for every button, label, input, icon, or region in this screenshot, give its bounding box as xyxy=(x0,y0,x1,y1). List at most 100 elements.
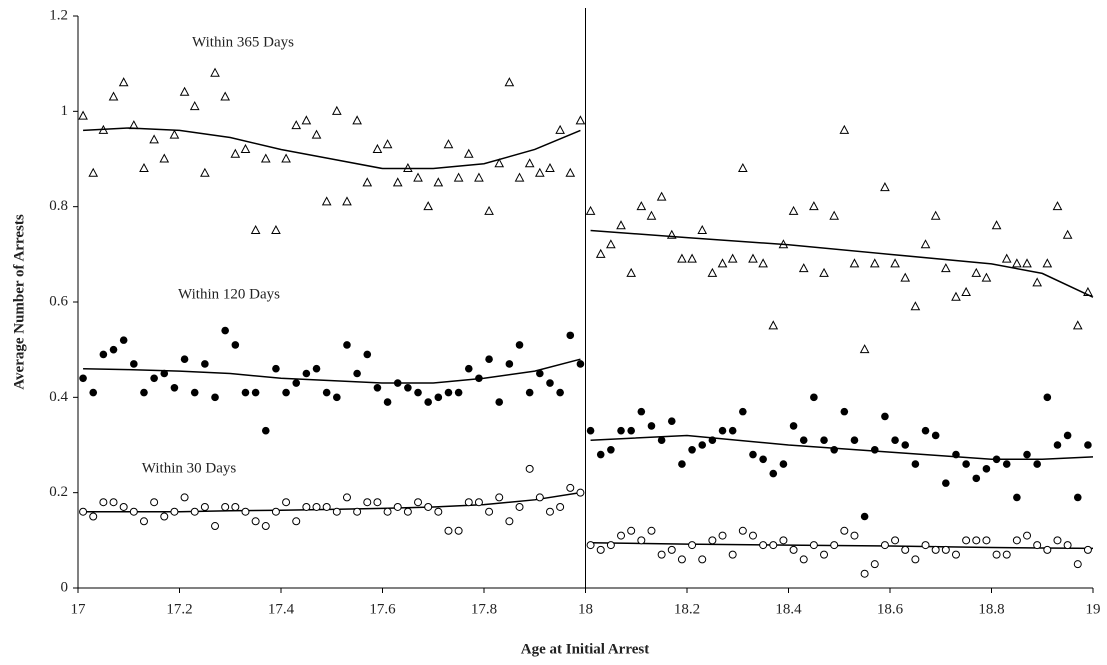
open-point xyxy=(982,536,991,545)
triangle-point xyxy=(1072,320,1083,330)
open-point xyxy=(1023,531,1032,540)
open-point xyxy=(241,507,250,516)
filled-point xyxy=(424,398,432,406)
trend-line xyxy=(83,127,1094,298)
triangle-point xyxy=(636,201,647,211)
filled-point xyxy=(901,441,910,449)
open-point xyxy=(119,502,128,511)
filled-point xyxy=(850,436,859,445)
filled-point xyxy=(241,388,250,397)
filled-point xyxy=(810,393,818,402)
filled-point xyxy=(617,426,625,435)
triangle-point xyxy=(1012,258,1022,268)
triangle-point xyxy=(677,253,687,263)
triangle-point xyxy=(463,148,474,158)
filled-point xyxy=(383,398,392,406)
triangle-point xyxy=(169,129,180,139)
filled-point xyxy=(789,422,798,430)
open-point xyxy=(424,502,433,511)
triangle-point xyxy=(413,172,423,182)
triangle-point xyxy=(1052,201,1063,211)
triangle-point xyxy=(545,162,555,173)
triangle-point xyxy=(697,224,708,234)
open-point xyxy=(231,502,240,511)
filled-point xyxy=(130,360,138,368)
y-tick-label: 0.4 xyxy=(49,389,68,405)
triangle-point xyxy=(555,124,565,134)
filled-point xyxy=(333,393,341,402)
x-axis-title: Age at Initial Arrest xyxy=(521,641,649,657)
filled-point xyxy=(596,450,605,459)
triangle-point xyxy=(666,229,677,239)
open-point xyxy=(160,512,169,521)
open-point xyxy=(342,493,351,502)
filled-point xyxy=(434,393,443,402)
open-point xyxy=(261,522,270,531)
triangle-point xyxy=(331,105,342,115)
open-point xyxy=(403,507,412,516)
filled-point xyxy=(363,350,372,359)
triangle-point xyxy=(494,158,505,168)
filled-point xyxy=(140,388,148,397)
open-point xyxy=(1083,545,1092,554)
filled-point xyxy=(962,460,970,468)
filled-point xyxy=(525,388,534,397)
filled-point xyxy=(444,388,453,397)
triangle-point xyxy=(139,162,149,173)
open-point xyxy=(627,526,636,535)
x-tick-label: 17.2 xyxy=(166,601,192,617)
open-point xyxy=(901,545,910,554)
y-tick-label: 0.6 xyxy=(49,293,68,309)
open-point xyxy=(769,541,778,550)
open-point xyxy=(566,483,575,492)
x-tick-label: 17.8 xyxy=(471,601,497,617)
open-point xyxy=(363,498,372,507)
filled-point xyxy=(190,388,199,397)
triangle-point xyxy=(687,253,697,263)
triangle-point xyxy=(443,139,454,149)
filled-point xyxy=(464,364,473,373)
filled-point xyxy=(495,398,504,406)
filled-point xyxy=(231,341,240,349)
open-point xyxy=(525,464,534,473)
triangle-point xyxy=(159,153,170,163)
y-tick-label: 0.8 xyxy=(49,198,68,214)
filled-point xyxy=(1063,431,1072,440)
filled-point xyxy=(109,345,118,354)
triangle-point xyxy=(565,167,576,177)
open-point xyxy=(860,569,869,578)
filled-point xyxy=(556,388,564,397)
open-point xyxy=(1053,536,1062,545)
open-point xyxy=(759,541,768,550)
triangle-point xyxy=(758,258,768,268)
filled-point xyxy=(485,355,493,364)
filled-point xyxy=(211,393,219,402)
open-point xyxy=(1073,560,1082,569)
open-point xyxy=(718,531,727,540)
open-point xyxy=(606,541,615,550)
triangle-point xyxy=(737,162,748,173)
triangle-point xyxy=(585,205,596,215)
triangle-point xyxy=(1032,277,1043,287)
open-point xyxy=(576,488,585,497)
open-point xyxy=(383,507,392,516)
filled-point xyxy=(343,341,351,349)
filled-point xyxy=(627,426,635,435)
triangle-point xyxy=(727,253,738,263)
open-point xyxy=(393,502,402,511)
series-label: Within 30 Days xyxy=(142,460,237,476)
triangle-point xyxy=(575,115,586,125)
filled-point xyxy=(160,369,169,378)
filled-point xyxy=(261,426,270,435)
filled-point xyxy=(119,336,128,344)
filled-point xyxy=(393,379,402,387)
open-point xyxy=(921,541,930,550)
open-point xyxy=(535,493,544,502)
open-point xyxy=(992,550,1001,559)
open-point xyxy=(444,526,453,535)
triangle-point xyxy=(179,86,190,96)
open-point xyxy=(150,498,159,507)
open-point xyxy=(221,502,230,511)
triangle-point xyxy=(971,267,982,277)
